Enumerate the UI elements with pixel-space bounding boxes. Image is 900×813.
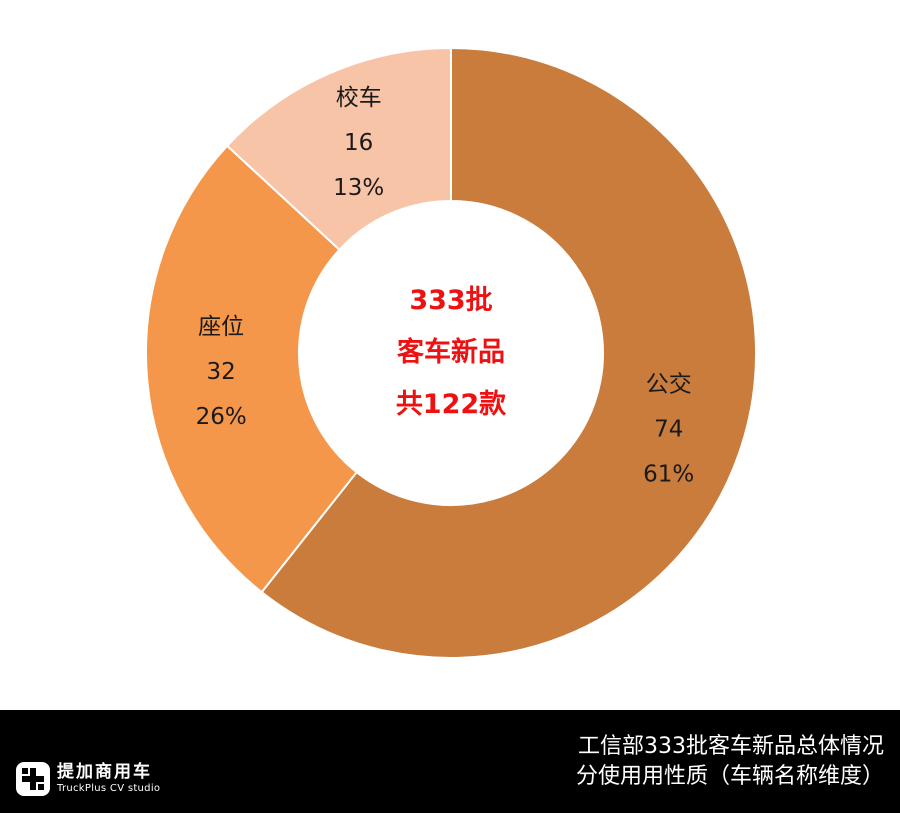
slice-label-percent-1: 26% [196, 404, 247, 430]
donut-slice-0 [260, 46, 757, 659]
center-text-line-2: 共122款 [396, 389, 507, 420]
center-text-line-0: 333批 [409, 285, 492, 316]
slice-label-percent-0: 61% [643, 462, 694, 488]
caption-line-1: 工信部333批客车新品总体情况 [578, 734, 884, 759]
slice-label-name-0: 公交 [646, 372, 692, 398]
slice-label-value-2: 16 [344, 130, 373, 156]
slice-label-name-1: 座位 [198, 314, 244, 340]
slice-label-value-1: 32 [207, 359, 236, 385]
chart-caption: 工信部333批客车新品总体情况 分使用用性质（车辆名称维度） [576, 732, 884, 792]
chart-area: 公交 74 61% 座位 32 26% 校车 16 13% 333批客车新品共122款 [145, 46, 757, 659]
donut-slice-2 [225, 46, 452, 252]
brand-subtitle: TruckPlus CV studio [57, 783, 161, 794]
truckplus-logo-icon [16, 762, 50, 796]
slice-label-value-0: 74 [654, 417, 683, 443]
donut-slice-1 [145, 144, 359, 594]
caption-line-2: 分使用用性质（车辆名称维度） [575, 764, 884, 789]
brand-name: 提加商用车 [57, 762, 152, 782]
center-text-line-1: 客车新品 [397, 336, 505, 368]
slice-label-name-2: 校车 [336, 85, 382, 111]
slice-label-percent-2: 13% [333, 175, 384, 201]
footer-bar: 提加商用车 TruckPlus CV studio 工信部333批客车新品总体情… [0, 710, 900, 813]
brand-logo: 提加商用车 TruckPlus CV studio [16, 762, 160, 796]
